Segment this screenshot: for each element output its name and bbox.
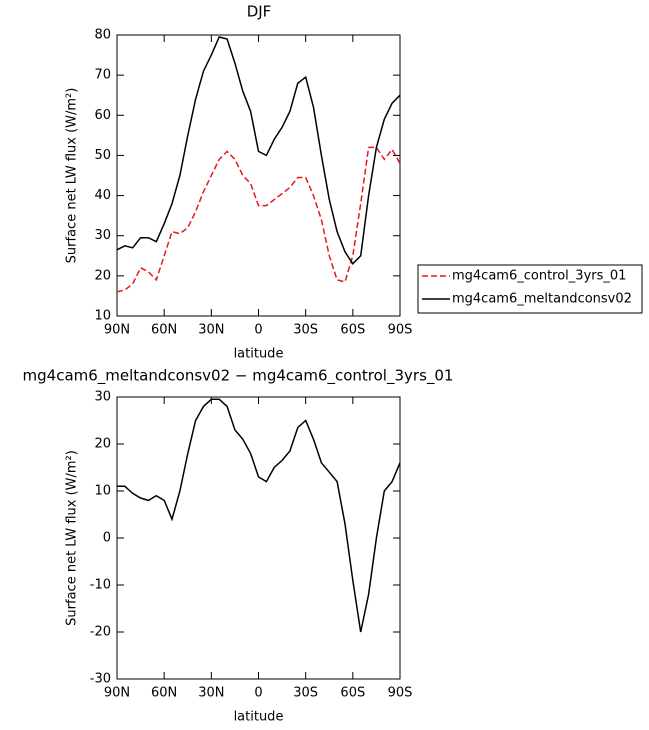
series-line [117, 398, 401, 633]
y-tick-label: 10 [94, 309, 111, 324]
y-tick-label: 20 [94, 268, 111, 283]
y-tick-label: 30 [94, 390, 111, 405]
y-tick-label: 50 [94, 148, 111, 163]
plot-frame [116, 396, 401, 680]
x-tick-label: 30N [198, 686, 224, 701]
x-tick-label: 30S [293, 323, 318, 338]
x-tick-label: 90S [388, 323, 413, 338]
y-tick-label: 80 [94, 28, 111, 43]
y-tick-label: 0 [103, 531, 111, 546]
chart-title: mg4cam6_meltandconsv02 − mg4cam6_control… [23, 367, 454, 386]
y-tick-label: 60 [94, 108, 111, 123]
x-tick-label: 60S [340, 686, 365, 701]
y-tick-label: 30 [94, 228, 111, 243]
legend-box [417, 264, 643, 314]
x-tick-label: 60S [340, 323, 365, 338]
chart-title: DJF [247, 3, 272, 21]
y-tick-label: 10 [94, 484, 111, 499]
x-tick-label: 90S [388, 686, 413, 701]
y-tick-label: -20 [90, 625, 111, 640]
legend-label: mg4cam6_control_3yrs_01 [452, 269, 626, 284]
y-tick-label: 20 [94, 437, 111, 452]
x-axis-label: latitude [234, 347, 284, 362]
plot-frame [116, 34, 401, 317]
x-tick-label: 30S [293, 686, 318, 701]
series-line [116, 36, 401, 265]
x-axis-label: latitude [234, 710, 284, 725]
x-tick-label: 0 [254, 323, 262, 338]
x-tick-label: 0 [254, 686, 262, 701]
x-tick-label: 30N [198, 323, 224, 338]
x-tick-label: 60N [151, 323, 177, 338]
y-tick-label: 40 [94, 188, 111, 203]
y-axis-label: Surface net LW flux (W/m²) [65, 88, 80, 264]
x-tick-label: 60N [151, 686, 177, 701]
y-tick-label: 70 [94, 68, 111, 83]
y-tick-label: -30 [90, 672, 111, 687]
y-tick-label: -10 [90, 578, 111, 593]
x-tick-label: 90N [104, 323, 130, 338]
series-line [116, 146, 401, 293]
x-tick-label: 90N [104, 686, 130, 701]
legend-label: mg4cam6_meltandconsv02 [452, 292, 632, 307]
y-axis-label: Surface net LW flux (W/m²) [65, 450, 80, 626]
